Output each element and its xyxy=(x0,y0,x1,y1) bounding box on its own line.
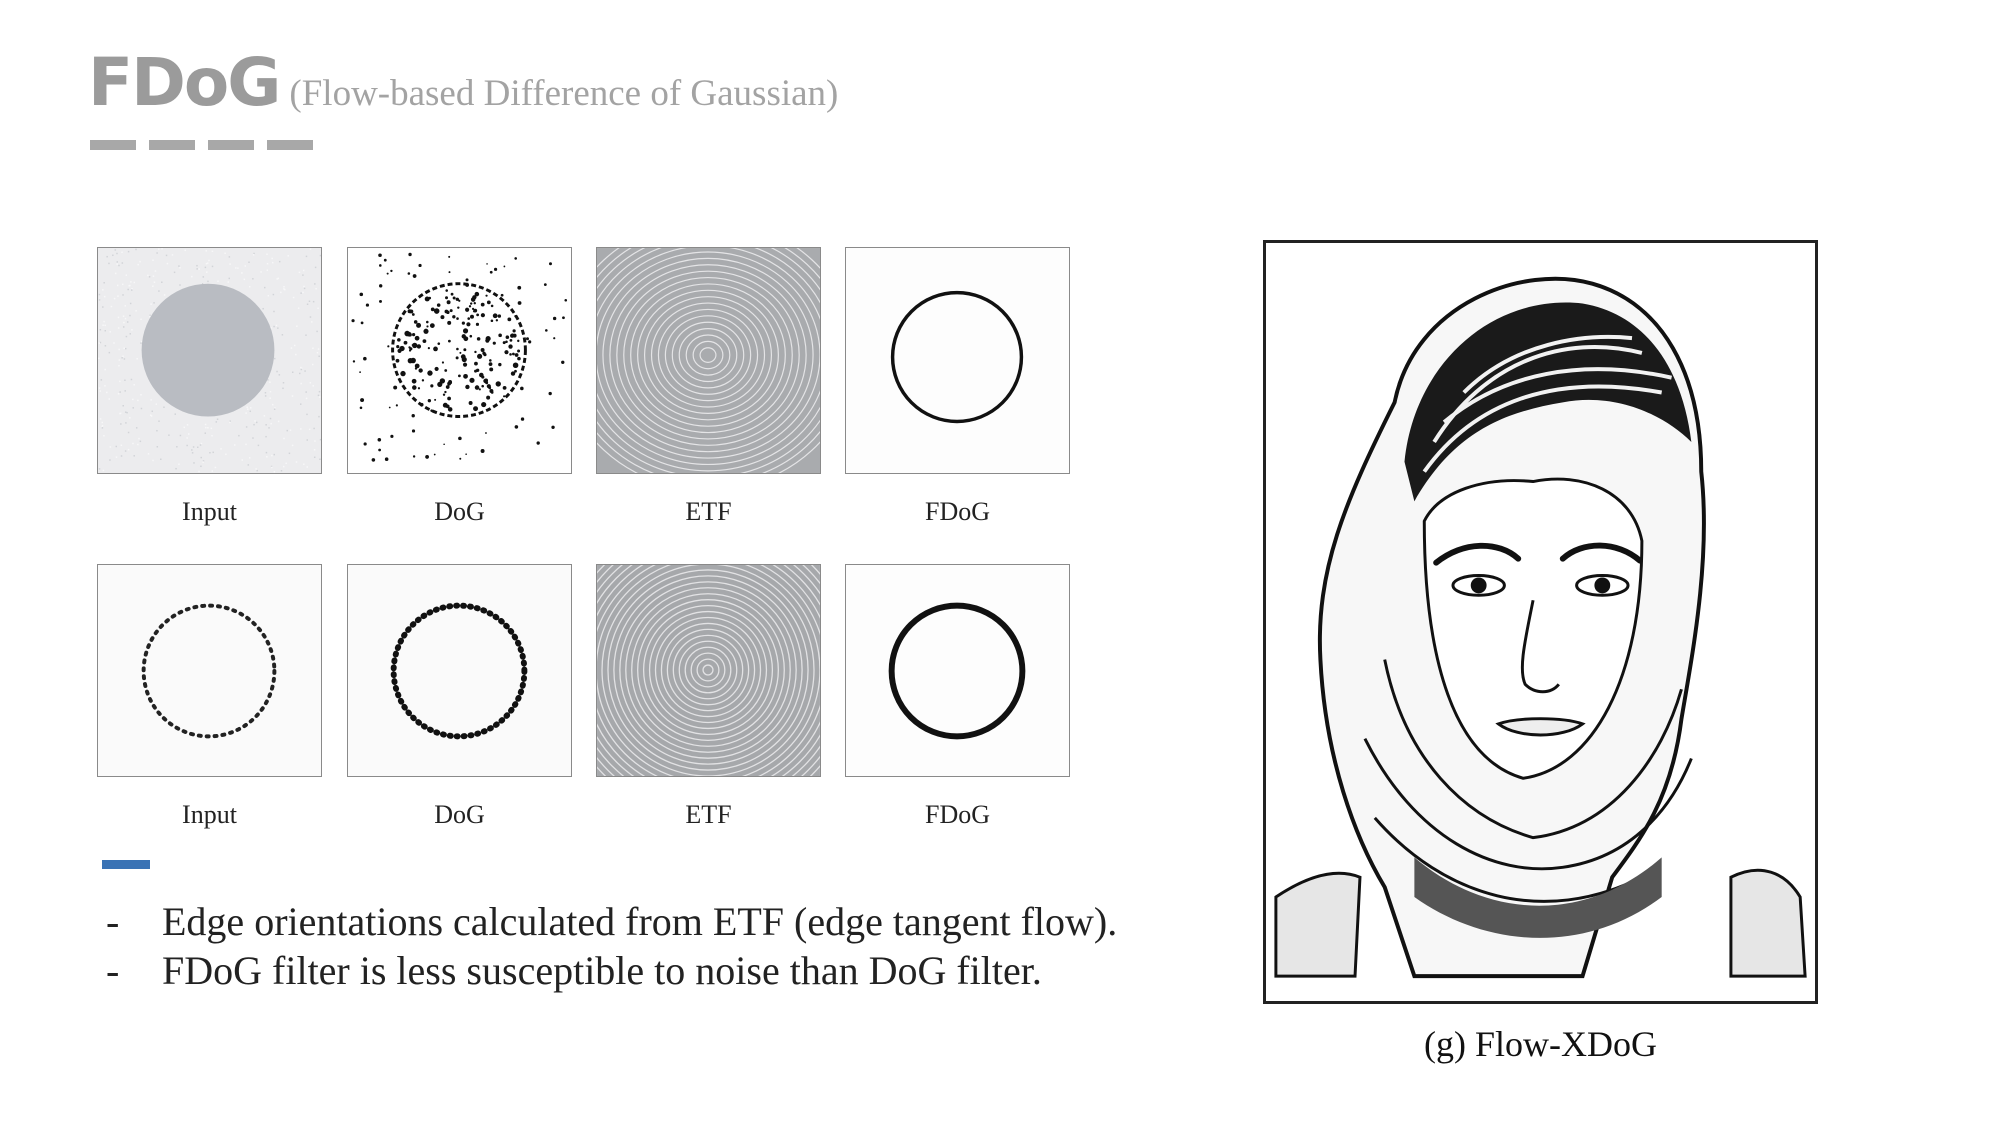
title-underline-dash xyxy=(90,140,136,150)
slide-title: FDoG (Flow-based Difference of Gaussian) xyxy=(88,44,838,121)
subtitle-text: (Flow-based Difference of Gaussian) xyxy=(289,73,839,114)
caption-dog: DoG xyxy=(434,497,485,526)
title-underline-dash xyxy=(208,140,254,150)
bullet-item: - FDoG filter is less susceptible to nois… xyxy=(106,947,1042,994)
title-underline-dash xyxy=(267,140,313,150)
bullet-item: - Edge orientations calculated from ETF (… xyxy=(106,898,1117,945)
caption-etf: ETF xyxy=(685,800,732,829)
bullet-text: Edge orientations calculated from ETF (e… xyxy=(162,899,1118,944)
caption-etf: ETF xyxy=(685,497,732,526)
caption-fdog: FDoG xyxy=(924,800,990,829)
bullet-text: FDoG filter is less susceptible to noise… xyxy=(162,948,1042,993)
fdog-solid-circle-image xyxy=(845,564,1070,777)
title-underline-dash xyxy=(149,140,195,150)
dog-noisy-result-image xyxy=(347,247,572,474)
etf-concentric-image xyxy=(596,564,821,777)
caption-input: Input xyxy=(182,497,237,526)
bullet-marker: - xyxy=(106,948,120,993)
flow-xdog-portrait-image xyxy=(1263,240,1818,1004)
etf-swirl-image xyxy=(596,247,821,474)
caption-fdog: FDoG xyxy=(924,497,990,526)
bullet-marker: - xyxy=(106,899,120,944)
input-noisy-disk-image xyxy=(97,247,322,474)
title-text: FDoG xyxy=(88,44,281,121)
portrait-caption: (g) Flow-XDoG xyxy=(1424,1024,1657,1064)
dog-dotted-result-image xyxy=(347,564,572,777)
caption-input: Input xyxy=(182,800,237,829)
accent-bar xyxy=(102,860,150,869)
input-dotted-circle-image xyxy=(97,564,322,777)
fdog-clean-result-image xyxy=(845,247,1070,474)
caption-dog: DoG xyxy=(434,800,485,829)
